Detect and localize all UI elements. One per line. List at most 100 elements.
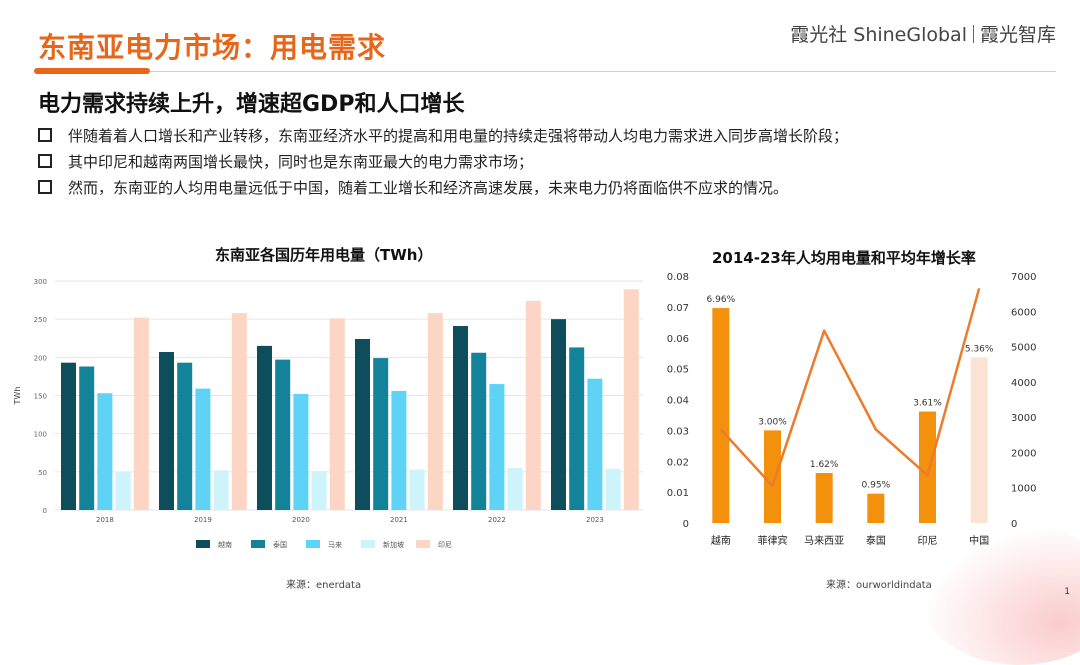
bar [970, 357, 988, 523]
bar [177, 362, 193, 510]
bar [569, 347, 585, 510]
y-tick-label: 0.05 [667, 365, 689, 376]
y-tick-label: 0 [43, 507, 47, 515]
bar [115, 471, 131, 510]
y2-tick-label: 1000 [1011, 484, 1036, 495]
y-tick-label: 200 [34, 354, 47, 362]
page-title: 东南亚电力市场：用电需求 [38, 31, 387, 64]
bar [61, 362, 76, 510]
bar [815, 472, 833, 523]
y-tick-label: 0.07 [667, 303, 689, 314]
bar [293, 393, 309, 510]
y-tick-label: 100 [34, 431, 47, 439]
y-tick-label: 250 [34, 316, 47, 324]
bar [427, 313, 443, 510]
x-tick-label: 越南 [711, 534, 731, 547]
bullet-item: 然而，东南亚的人均用电量远低于中国，随着工业增长和经济高速发展，未来电力仍将面临… [38, 174, 848, 200]
brand-separator [972, 24, 974, 43]
y-tick-label: 0 [683, 519, 689, 530]
x-tick-label: 2023 [586, 516, 604, 524]
y-tick-label: 0.03 [667, 426, 689, 437]
data-label: 3.00% [758, 417, 787, 427]
legend-label: 新加坡 [383, 540, 404, 549]
bullet-item: 其中印尼和越南两国增长最快，同时也是东南亚最大的电力需求市场； [38, 148, 848, 174]
section-subtitle: 电力需求持续上升，增速超GDP和人口增长 [38, 92, 465, 117]
left-chart-source: 来源：enerdata [286, 580, 362, 591]
data-label: 1.62% [810, 460, 839, 470]
y-tick-label: 150 [34, 393, 47, 401]
bar [391, 390, 407, 510]
legend-label: 泰国 [273, 540, 287, 549]
legend-label: 印尼 [438, 541, 452, 549]
x-tick-label: 2022 [488, 516, 506, 524]
bullet-text: 伴随着着人口增长和产业转移，东南亚经济水平的提高和用电量的持续走强将带动人均电力… [68, 126, 849, 145]
x-tick-label: 印尼 [918, 535, 938, 547]
bar [919, 411, 936, 523]
bar [605, 468, 621, 510]
brand-logo: 霞光社 ShineGlobal 霞光智库 [790, 20, 1056, 47]
bar [329, 318, 345, 510]
y2-tick-label: 2000 [1011, 448, 1036, 459]
legend-swatch [196, 540, 210, 548]
bar [712, 308, 730, 523]
legend-label: 马来 [328, 541, 342, 549]
bar [623, 289, 639, 510]
bar [471, 352, 487, 510]
bar [587, 378, 603, 510]
bar [507, 468, 523, 510]
bullet-text: 其中印尼和越南两国增长最快，同时也是东南亚最大的电力需求市场； [68, 152, 534, 171]
x-tick-label: 马来西亚 [804, 535, 844, 547]
y-tick-label: 300 [34, 278, 47, 286]
brand-left: 霞光社 ShineGlobal [790, 24, 967, 46]
square-bullet-icon [38, 154, 52, 168]
legend-swatch [361, 540, 375, 548]
data-label: 0.95% [862, 481, 891, 491]
legend-label: 越南 [218, 540, 232, 549]
bar [159, 351, 174, 510]
x-tick-label: 菲律宾 [758, 534, 788, 547]
legend-swatch [416, 540, 430, 548]
bullet-list: 伴随着着人口增长和产业转移，东南亚经济水平的提高和用电量的持续走强将带动人均电力… [38, 122, 848, 200]
bar [275, 359, 291, 510]
y2-tick-label: 5000 [1011, 343, 1036, 354]
right-chart-source: 来源：ourworldindata [826, 580, 932, 591]
data-label: 5.36% [965, 345, 994, 355]
y2-tick-label: 6000 [1011, 307, 1036, 318]
bar [355, 339, 370, 510]
y-tick-label: 0.08 [667, 272, 689, 283]
right-combo-chart: 0 0.01 0.02 0.03 0.04 0.05 0.06 0.07 0.08 0 1000 20… [667, 272, 1037, 547]
y-tick-label: 0.04 [667, 396, 689, 407]
bar [551, 319, 566, 510]
y2-tick-label: 4000 [1011, 378, 1036, 389]
y2-tick-label: 3000 [1011, 413, 1036, 424]
bar [409, 469, 425, 510]
y2-tick-label: 7000 [1011, 272, 1036, 283]
bar [79, 366, 95, 510]
bar [525, 300, 541, 510]
legend-swatch [251, 540, 265, 548]
data-label: 3.61% [913, 399, 942, 409]
data-label: 6.96% [707, 295, 736, 305]
x-tick-label: 泰国 [866, 534, 886, 547]
bar [867, 493, 885, 523]
y-tick-label: 0.06 [667, 334, 689, 345]
bullet-text: 然而，东南亚的人均用电量远低于中国，随着工业增长和经济高速发展，未来电力仍将面临… [68, 178, 789, 197]
square-bullet-icon [38, 128, 52, 142]
x-tick-label: 2019 [194, 516, 212, 524]
bar [489, 384, 505, 510]
x-tick-label: 2018 [96, 516, 114, 524]
x-tick-label: 2021 [390, 516, 408, 524]
y-axis-label: TWh [13, 387, 22, 406]
brand-right: 霞光智库 [979, 24, 1056, 46]
square-bullet-icon [38, 180, 52, 194]
legend-swatch [306, 540, 320, 548]
bar [453, 326, 468, 510]
left-bar-chart: 0 50 100 150 200 250 300 TWh 2018 2019 2020 2021 202… [13, 278, 643, 549]
bar [231, 313, 247, 510]
bar [257, 345, 272, 510]
series-line [719, 288, 981, 488]
page-number: 1 [1064, 587, 1070, 597]
bullet-item: 伴随着着人口增长和产业转移，东南亚经济水平的提高和用电量的持续走强将带动人均电力… [38, 122, 848, 148]
left-chart-title: 东南亚各国历年用电量（TWh） [215, 246, 433, 264]
bar [97, 393, 113, 510]
